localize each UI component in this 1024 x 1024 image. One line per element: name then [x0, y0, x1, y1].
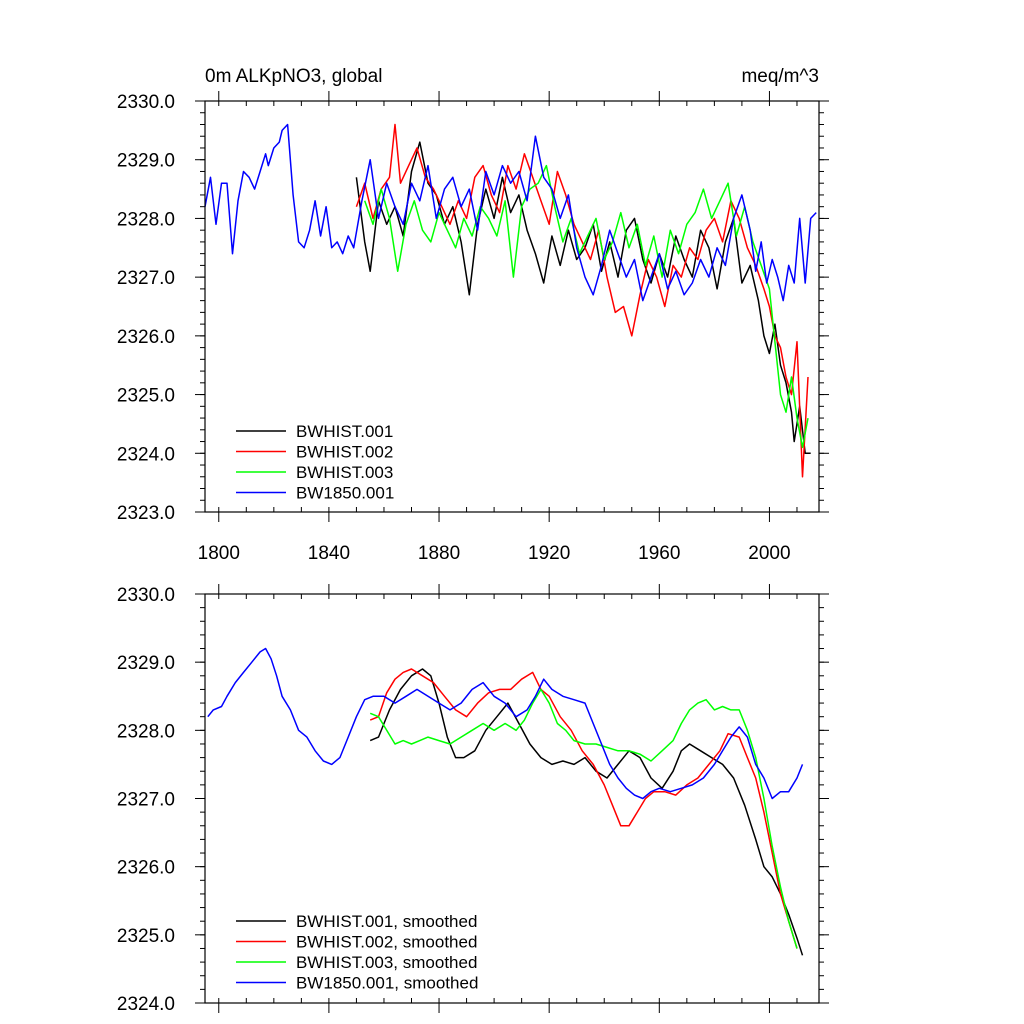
panel-title-left: 0m ALKpNO3, global	[205, 66, 382, 87]
series-line-0	[369, 668, 804, 956]
panel-bottom: 2324.0 2325.0 2326.0 2327.0 2328.0 2329.0 2330…	[117, 584, 829, 1015]
y-tick-label: 2326.0	[117, 327, 175, 348]
y-tick-label: 2329.0	[117, 151, 175, 172]
axis-ticks: 1800 1840 1880 1920 1960 2000 2323.0 2324.0 2325…	[117, 91, 829, 564]
x-tick-label: 1880	[418, 543, 460, 564]
legend: BWHIST.001, smoothed BWHIST.002, smoothed…	[236, 912, 478, 993]
y-tick-label: 2326.0	[117, 858, 175, 879]
series-line-3	[207, 647, 804, 800]
legend-label: BWHIST.002, smoothed	[296, 933, 477, 952]
x-tick-label: 1800	[198, 543, 240, 564]
y-tick-label: 2327.0	[117, 790, 175, 811]
y-tick-label: 2324.0	[117, 444, 175, 465]
legend-label: BWHIST.001, smoothed	[296, 912, 477, 931]
y-tick-label: 2327.0	[117, 268, 175, 289]
series-group	[204, 123, 817, 478]
series-line-2	[363, 164, 809, 449]
series-line-3	[204, 123, 817, 302]
y-tick-label: 2330.0	[117, 585, 175, 606]
series-line-1	[369, 668, 798, 949]
legend-label: BW1850.001, smoothed	[296, 974, 478, 993]
series-line-1	[355, 123, 809, 478]
x-tick-label: 1960	[638, 543, 680, 564]
y-tick-label: 2328.0	[117, 209, 175, 230]
x-tick-label: 2000	[748, 543, 790, 564]
series-line-2	[369, 688, 798, 949]
y-tick-label: 2328.0	[117, 721, 175, 742]
y-tick-label: 2330.0	[117, 92, 175, 113]
y-tick-label: 2324.0	[117, 994, 175, 1015]
y-tick-label: 2323.0	[117, 503, 175, 524]
legend-label: BWHIST.002	[296, 443, 393, 462]
y-tick-label: 2325.0	[117, 926, 175, 947]
y-tick-label: 2325.0	[117, 386, 175, 407]
series-line-0	[355, 141, 811, 455]
x-tick-label: 1920	[528, 543, 570, 564]
panel-top: 0m ALKpNO3, global meq/m^3 1800 1840 1880 1…	[117, 66, 829, 564]
legend-label: BWHIST.001	[296, 422, 393, 441]
y-tick-label: 2329.0	[117, 653, 175, 674]
axis-ticks: 2324.0 2325.0 2326.0 2327.0 2328.0 2329.0 2330…	[117, 584, 829, 1015]
panel-units-label: meq/m^3	[741, 66, 819, 87]
series-group	[207, 647, 804, 956]
plot-frame	[204, 593, 820, 1004]
legend-label: BWHIST.003	[296, 463, 393, 482]
x-tick-label: 1840	[308, 543, 350, 564]
legend-label: BW1850.001	[296, 484, 394, 503]
plot-frame	[204, 100, 820, 513]
legend-label: BWHIST.003, smoothed	[296, 953, 477, 972]
